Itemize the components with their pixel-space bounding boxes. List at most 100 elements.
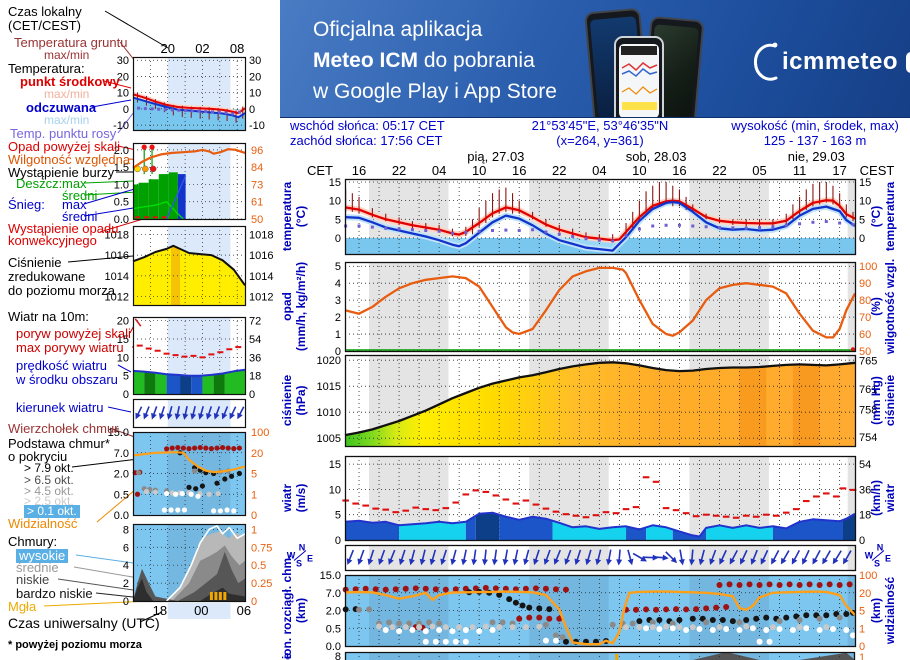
svg-text:pią, 27.03: pią, 27.03 <box>467 149 524 164</box>
mini-meteogram-screen <box>621 46 658 110</box>
icmmeteo-logo: icmmeteo M° <box>748 40 910 84</box>
svg-text:5: 5 <box>859 606 865 618</box>
svg-text:temperatura: temperatura <box>280 181 294 251</box>
legend-label: Wystąpienie opadu <box>8 221 119 236</box>
legend-label: > 7.9 okt. <box>24 461 74 475</box>
legend-label: Temperatura gruntu <box>14 35 128 50</box>
svg-text:2.0: 2.0 <box>114 469 129 481</box>
svg-text:08: 08 <box>230 41 244 56</box>
svg-text:754: 754 <box>859 432 877 444</box>
svg-text:N: N <box>299 543 306 553</box>
legend-label: kierunek wiatru <box>16 400 104 415</box>
svg-text:3: 3 <box>335 295 341 307</box>
legend-label: Mgła <box>8 599 37 614</box>
svg-text:36: 36 <box>249 352 261 364</box>
svg-text:05: 05 <box>752 163 766 178</box>
svg-text:761: 761 <box>859 384 877 396</box>
svg-text:wilgotność wzgl.: wilgotność wzgl. <box>883 259 897 355</box>
legend-label: niskie <box>16 572 50 587</box>
svg-text:20: 20 <box>859 588 871 600</box>
svg-text:90: 90 <box>859 278 871 290</box>
svg-text:10: 10 <box>472 163 486 178</box>
svg-text:1018: 1018 <box>249 229 273 241</box>
legend-label: max <box>62 197 87 212</box>
svg-text:(%): (%) <box>869 297 883 316</box>
sunrise-time: wschód słońca: 05:17 CET <box>290 118 445 133</box>
phone-mockup-front <box>614 36 664 117</box>
svg-text:2.0: 2.0 <box>114 145 129 157</box>
svg-text:0: 0 <box>123 104 129 116</box>
svg-text:0: 0 <box>859 535 865 547</box>
svg-text:0: 0 <box>251 510 257 522</box>
legend-label: max porywy wiatru <box>16 340 124 355</box>
svg-text:(mm Hg): (mm Hg) <box>869 376 883 425</box>
svg-text:1: 1 <box>859 652 865 660</box>
app-banner[interactable]: Oficjalna aplikacja Meteo ICM do pobrani… <box>280 0 910 122</box>
svg-text:16: 16 <box>352 163 366 178</box>
svg-text:S: S <box>874 559 880 569</box>
svg-text:22: 22 <box>392 163 406 178</box>
svg-text:E: E <box>307 554 313 564</box>
svg-text:0: 0 <box>251 596 257 608</box>
legend-label: w środku obszaru <box>16 372 118 387</box>
legend-mini-chart: 1018 1018 1016 1016 1014 1014 1012 1012 <box>105 225 273 307</box>
svg-text:0: 0 <box>249 104 255 116</box>
altitude-label: wysokość (min, środek, max) <box>731 118 899 133</box>
legend-label: Wystąpienie burzy <box>8 165 115 180</box>
svg-text:8: 8 <box>335 651 341 660</box>
legend-label: bardzo niskie <box>16 586 93 601</box>
panel-precip_humidity: 0 1 2 3 4 5 50 60 70 80 90 100 opad (mm/h, kg/m²/h) (%… <box>280 259 897 358</box>
svg-text:5: 5 <box>335 261 341 273</box>
altitude-values: 125 - 137 - 163 m <box>763 133 867 148</box>
svg-text:6: 6 <box>123 542 129 554</box>
svg-text:1014: 1014 <box>105 271 129 283</box>
logo-swoosh-icon <box>753 42 778 81</box>
svg-text:80: 80 <box>859 295 871 307</box>
legend-label: Czas uniwersalny (UTC) <box>8 615 160 631</box>
svg-text:72: 72 <box>249 316 261 328</box>
svg-text:10: 10 <box>117 88 129 100</box>
svg-text:wiatr: wiatr <box>883 484 897 513</box>
legend-label: odczuwana <box>26 100 97 115</box>
legend-label: Chmury: <box>8 534 58 549</box>
svg-text:0: 0 <box>335 535 341 547</box>
svg-text:22: 22 <box>552 163 566 178</box>
legend-label: (CET/CEST) <box>8 18 81 33</box>
svg-text:50: 50 <box>859 346 871 358</box>
svg-text:0: 0 <box>859 233 865 245</box>
legend-label: max/min <box>44 113 90 127</box>
svg-text:0: 0 <box>249 389 255 401</box>
svg-text:0: 0 <box>123 389 129 401</box>
svg-text:0: 0 <box>123 596 129 608</box>
legend-mini-chart: 15.0 7.0 2.0 0.5 0.0 100 20 5 1 0 <box>108 427 270 522</box>
svg-text:17: 17 <box>832 163 846 178</box>
svg-text:CET: CET <box>307 163 333 178</box>
svg-text:73: 73 <box>251 179 263 191</box>
banner-line3: w Google Play i App Store <box>313 80 557 103</box>
legend-mini-chart: 20 15 10 5 0 72 54 36 18 0 <box>117 316 262 401</box>
svg-text:1005: 1005 <box>317 433 341 445</box>
legend-label: Wilgotność względna <box>8 152 131 167</box>
legend-label: do poziomu morza <box>8 283 115 298</box>
svg-text:CEST: CEST <box>860 163 895 178</box>
svg-text:2: 2 <box>335 312 341 324</box>
svg-text:0.5: 0.5 <box>251 560 266 572</box>
svg-text:7.0: 7.0 <box>326 588 341 600</box>
legend-label: punkt środkowy <box>20 74 120 89</box>
svg-text:10: 10 <box>249 88 261 100</box>
svg-text:1016: 1016 <box>105 250 129 262</box>
svg-text:W: W <box>287 551 296 561</box>
svg-text:widzialność: widzialność <box>883 577 897 646</box>
legend-label: konwekcyjnego <box>8 233 97 248</box>
svg-text:-10: -10 <box>249 120 265 132</box>
svg-text:2: 2 <box>123 578 129 590</box>
grid-xy: (x=264, y=361) <box>556 133 644 148</box>
